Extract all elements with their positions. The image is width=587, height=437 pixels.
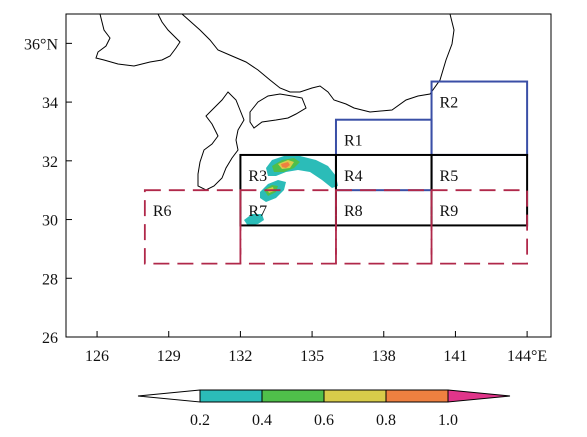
y-axis: 26 28 30 32 34 36°N [24,36,72,347]
region-label-r7: R7 [248,203,267,220]
coastline-kyushu [197,91,245,191]
x-tick-label: 141 [443,348,467,365]
colorbar-label: 0.8 [376,412,396,429]
colorbar-segment [447,389,511,403]
colorbar: 0.2 0.4 0.6 0.8 1.0 [137,389,511,429]
colorbar-segment [137,389,201,403]
colorbar-segment [323,389,387,403]
y-tick-label: 34 [42,95,58,112]
region-label-r5: R5 [440,168,459,185]
colorbar-segment [199,389,263,403]
region-label-r9: R9 [440,203,459,220]
region-box-r8 [335,189,433,265]
x-tick-label: 132 [228,348,252,365]
y-tick-label: 28 [42,271,58,288]
region-boxes: R1 R2 R3 R4 R5 R6 R7 R8 R9 [143,80,529,265]
y-tick-label: 36°N [24,36,58,53]
colorbar-label: 1.0 [438,412,458,429]
region-box-r2 [430,80,529,156]
region-label-r4: R4 [344,168,363,185]
region-label-r6: R6 [153,203,172,220]
region-box-r9 [430,189,529,265]
coastline-shikoku [249,93,307,129]
region-label-r2: R2 [440,95,459,112]
region-label-r8: R8 [344,203,363,220]
colorbar-label: 0.2 [190,412,210,429]
contour-patch-a-peak [281,162,290,168]
coastline-korea [95,14,181,67]
coastlines [95,14,455,191]
y-tick-label: 30 [42,213,58,230]
region-label-r1: R1 [344,133,363,150]
contour-patch-c [244,214,264,226]
region-box-r6 [143,189,242,265]
region-label-r3: R3 [248,168,267,185]
y-tick-label: 26 [42,330,58,347]
colorbar-segment [385,389,449,403]
colorbar-label: 0.6 [314,412,334,429]
colorbar-segment [261,389,325,403]
x-tick-label: 129 [157,348,181,365]
x-tick-label: 135 [300,348,324,365]
coastline-honshu [181,14,455,113]
y-tick-label: 32 [42,154,58,171]
x-axis: 126 129 132 135 138 141 144°E [85,331,547,365]
x-tick-label: 138 [372,348,396,365]
x-tick-label: 144°E [507,348,547,365]
region-box-r7 [239,189,337,265]
colorbar-label: 0.4 [252,412,272,429]
x-tick-label: 126 [85,348,109,365]
plot-frame [65,13,552,338]
